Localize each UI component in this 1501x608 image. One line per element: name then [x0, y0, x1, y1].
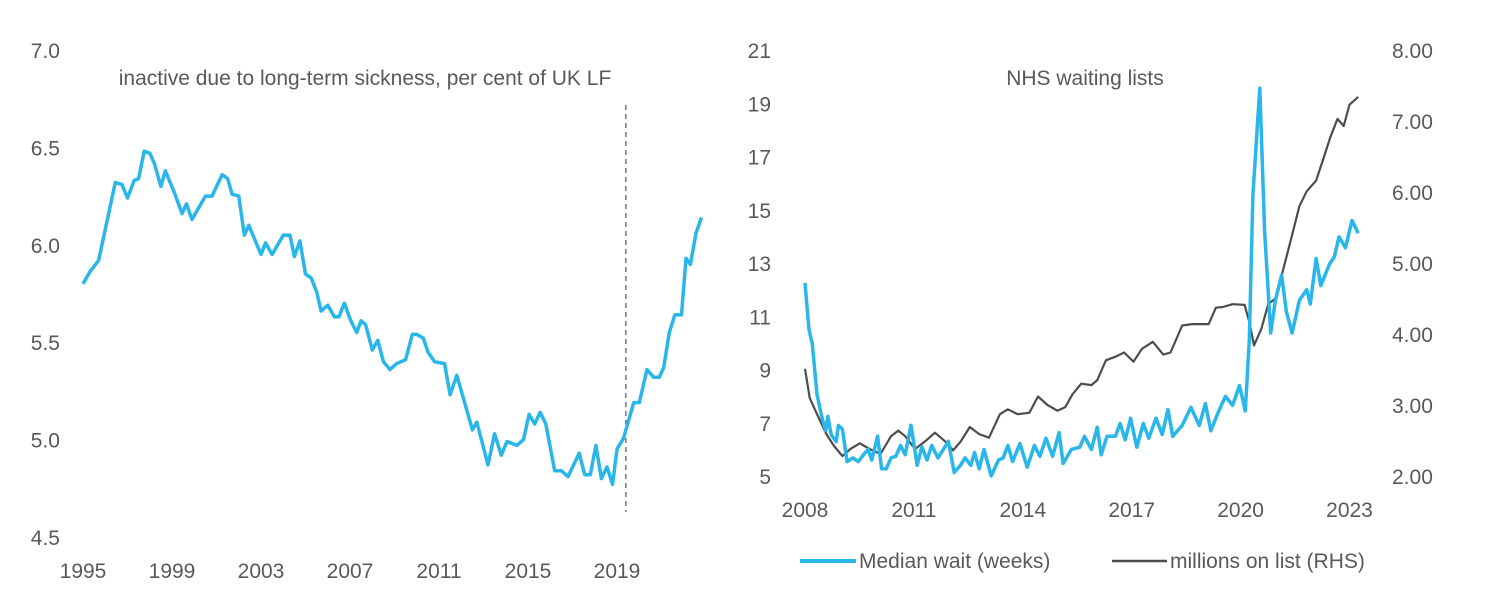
x-tick-label: 2003 [238, 560, 285, 583]
x-tick-label: 2008 [782, 499, 829, 522]
y2-tick-label: 5.00 [1392, 253, 1433, 276]
x-tick-label: 1995 [60, 560, 107, 583]
right-chart-nhs: NHS waiting lists 5 7 9 11 13 15 17 19 21 2.00 3.… [748, 40, 1433, 573]
y2-tick-label: 8.00 [1392, 40, 1433, 63]
right-chart-title: NHS waiting lists [1006, 67, 1164, 90]
y2-tick-label: 2.00 [1392, 466, 1433, 489]
series-line-millions-on-list [803, 96, 1359, 458]
x-tick-label: 1999 [149, 560, 196, 583]
y-tick-label: 19 [748, 93, 771, 116]
y-tick-label: 6.0 [31, 235, 60, 258]
y-tick-label: 5 [759, 466, 771, 489]
y-tick-label: 15 [748, 200, 771, 223]
y-tick-label: 7 [759, 413, 771, 436]
y-tick-label: 9 [759, 360, 771, 383]
left-x-axis: 1995 1999 2003 2007 2011 2015 2019 [60, 560, 641, 583]
y2-tick-label: 3.00 [1392, 395, 1433, 418]
legend-label-millions-on-list: millions on list (RHS) [1170, 550, 1365, 573]
y-tick-label: 5.0 [31, 430, 60, 453]
y-tick-label: 7.0 [31, 40, 60, 63]
left-chart-sickness: inactive due to long-term sickness, per … [31, 40, 704, 583]
x-tick-label: 2007 [327, 560, 374, 583]
y-tick-label: 13 [748, 253, 771, 276]
left-y-axis: 4.5 5.0 5.5 6.0 6.5 7.0 [31, 40, 60, 550]
series-line-sickness [81, 149, 704, 487]
x-tick-label: 2019 [594, 560, 641, 583]
right-chart-x-axis: 2008 2011 2014 2017 2020 2023 [782, 499, 1373, 522]
x-tick-label: 2017 [1108, 499, 1155, 522]
y2-tick-label: 7.00 [1392, 111, 1433, 134]
x-tick-label: 2014 [999, 499, 1046, 522]
y-tick-label: 6.5 [31, 137, 60, 160]
y2-tick-label: 6.00 [1392, 182, 1433, 205]
legend-label-median-wait: Median wait (weeks) [859, 550, 1050, 573]
right-chart-right-y-axis: 2.00 3.00 4.00 5.00 6.00 7.00 8.00 [1392, 40, 1433, 489]
right-chart-left-y-axis: 5 7 9 11 13 15 17 19 21 [748, 40, 771, 489]
x-tick-label: 2011 [416, 560, 461, 583]
x-tick-label: 2011 [891, 499, 936, 522]
left-chart-title: inactive due to long-term sickness, per … [119, 67, 612, 90]
y2-tick-label: 4.00 [1392, 324, 1433, 347]
x-tick-label: 2023 [1326, 499, 1373, 522]
legend: Median wait (weeks) millions on list (RH… [800, 550, 1365, 573]
y-tick-label: 5.5 [31, 332, 60, 355]
y-tick-label: 4.5 [31, 527, 60, 550]
series-line-median-wait [803, 86, 1360, 478]
y-tick-label: 17 [748, 147, 771, 170]
x-tick-label: 2020 [1217, 499, 1264, 522]
y-tick-label: 21 [748, 40, 771, 63]
x-tick-label: 2015 [505, 560, 552, 583]
y-tick-label: 11 [749, 306, 771, 329]
